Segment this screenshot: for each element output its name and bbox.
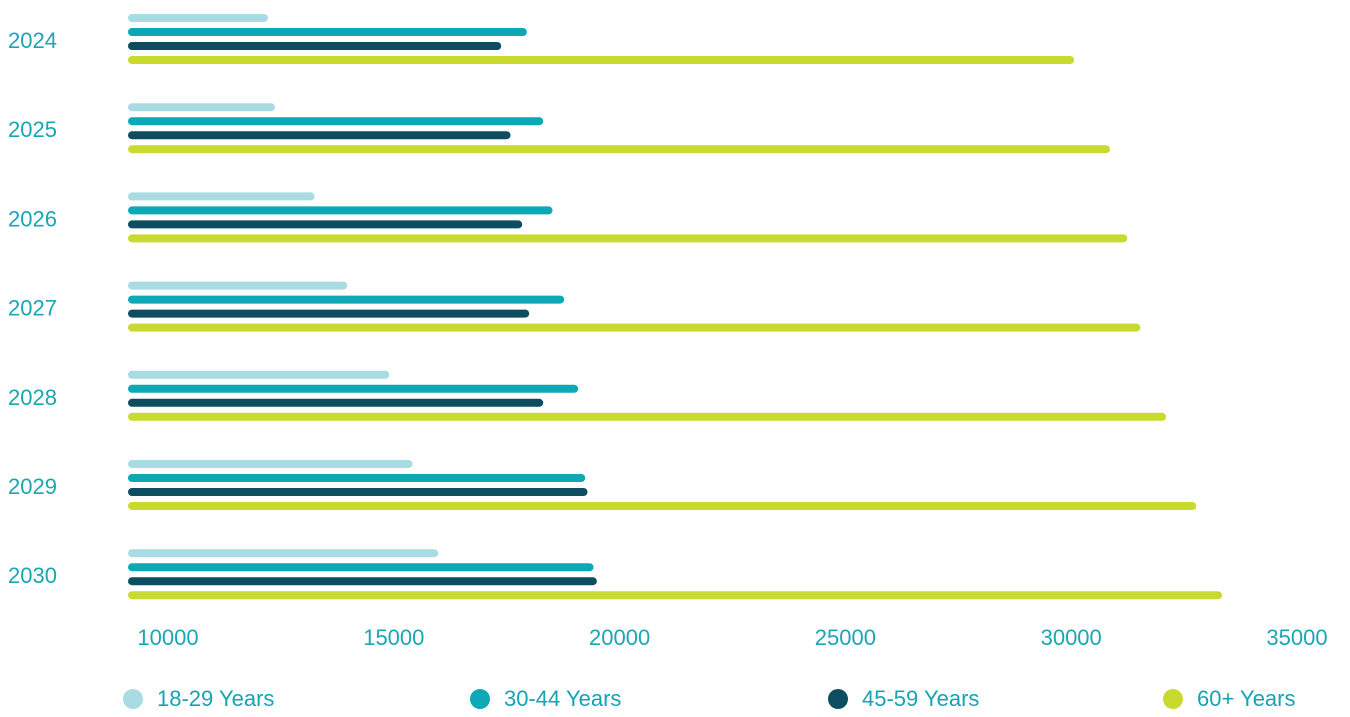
legend-item-30-44[interactable]: 30-44 Years [470,680,621,717]
x-tick-label: 10000 [137,625,198,650]
category-label-2025: 2025 [8,117,57,142]
x-tick-label: 30000 [1041,625,1102,650]
x-tick-label: 35000 [1266,625,1327,650]
legend: 18-29 Years 30-44 Years 45-59 Years 60+ … [0,680,1350,717]
category-label-2024: 2024 [8,28,57,53]
legend-label-45-59: 45-59 Years [862,685,980,711]
x-tick-label: 25000 [815,625,876,650]
category-label-2030: 2030 [8,563,57,588]
legend-item-60-plus[interactable]: 60+ Years [1163,680,1295,717]
category-label-2029: 2029 [8,474,57,499]
legend-item-18-29[interactable]: 18-29 Years [123,680,274,717]
legend-label-30-44: 30-44 Years [504,685,622,711]
legend-swatch-30-44 [470,688,490,709]
category-label-2028: 2028 [8,385,57,410]
x-tick-label: 15000 [363,625,424,650]
category-label-2027: 2027 [8,296,57,321]
legend-label-18-29: 18-29 Years [157,685,275,711]
legend-swatch-60-plus [1163,688,1183,709]
legend-label-60-plus: 60+ Years [1197,685,1296,711]
legend-swatch-18-29 [123,688,143,709]
x-tick-label: 20000 [589,625,650,650]
legend-item-45-59[interactable]: 45-59 Years [828,680,979,717]
category-label-2026: 2026 [8,206,57,231]
legend-swatch-45-59 [828,688,848,709]
